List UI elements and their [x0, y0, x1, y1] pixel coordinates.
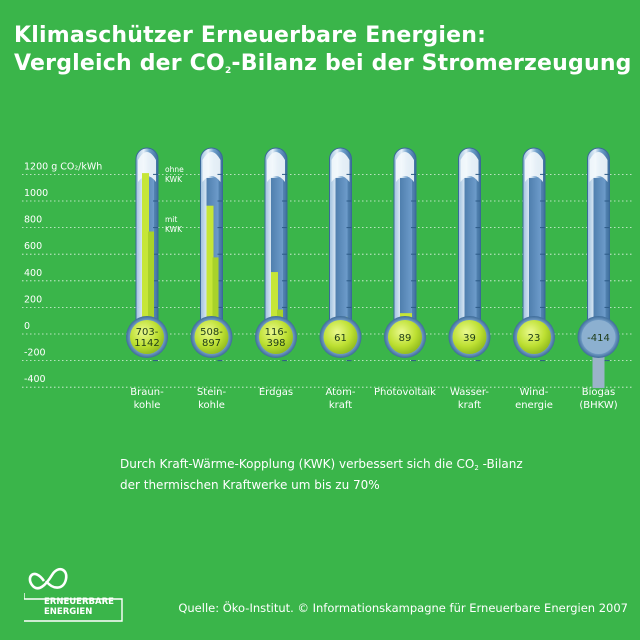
chart-title: Klimaschützer Erneuerbare Energien: Verg… — [14, 22, 632, 85]
tube-glare — [589, 152, 608, 182]
bulb — [130, 320, 164, 354]
ytick-label: 1000 — [24, 188, 48, 199]
bulb-value: -414 — [587, 333, 610, 344]
tube-glare — [202, 152, 221, 182]
source-credit: Quelle: Öko-Institut. © Informationskamp… — [178, 601, 628, 615]
bulb — [517, 320, 551, 354]
legend-label: mit — [165, 215, 177, 224]
bulb — [581, 320, 616, 354]
category-label: Wind- — [520, 387, 549, 398]
footnote-line-2: der thermischen Kraftwerke um bis zu 70% — [120, 478, 380, 492]
category-label: Wasser- — [450, 387, 489, 398]
bulb-value: 398 — [266, 338, 285, 349]
tube-inner — [593, 178, 606, 337]
ytick-label: 0 — [24, 321, 30, 332]
tube-glare — [460, 152, 479, 182]
tube-glare — [525, 152, 543, 182]
bulb — [323, 320, 358, 354]
tube-glare — [331, 152, 350, 182]
ytick-label: -200 — [24, 348, 46, 359]
category-labels: Braun-kohle Stein-kohle Erdgas Atom-kraft Ph… — [130, 387, 617, 411]
title-line-2: Vergleich der CO2-Bilanz bei der Stromer… — [14, 50, 632, 85]
bar-ohne-kwk — [271, 272, 278, 327]
legend-label: KWK — [165, 225, 183, 234]
bulb-value: 23 — [528, 333, 541, 344]
bulb — [452, 320, 487, 354]
category-label: kraft — [458, 400, 481, 411]
title-line-2-pre: Vergleich der CO — [14, 51, 225, 76]
tube-inner — [464, 178, 477, 337]
category-label: Braun- — [130, 387, 164, 398]
legend-label: ohne — [165, 165, 184, 174]
category-label: kohle — [134, 400, 161, 411]
ytick-label: 1200 g CO₂/kWh — [24, 161, 102, 172]
thermometer: 703-1142 — [126, 147, 168, 362]
tube-glare — [396, 152, 414, 182]
category-label: kraft — [329, 400, 352, 411]
infinity-logo-icon — [24, 567, 123, 622]
bar-mit-kwk — [148, 231, 154, 327]
category-label: (BHKW) — [579, 400, 617, 411]
ytick-label: 800 — [24, 215, 42, 226]
category-label: Erdgas — [259, 387, 293, 398]
category-label: kohle — [198, 400, 225, 411]
bulb — [259, 320, 293, 354]
footnote-line-1: Durch Kraft-Wärme-Kopplung (KWK) verbess… — [120, 456, 523, 477]
category-label: energie — [515, 400, 553, 411]
category-label: Stein- — [197, 387, 227, 398]
bulb-value: 703- — [136, 327, 159, 338]
bar-ohne-kwk — [142, 173, 149, 327]
ytick-label: 400 — [24, 268, 42, 279]
logo-line-1: ERNEUERBARE — [44, 597, 114, 607]
logo-text: ERNEUERBARE ENERGIEN — [44, 597, 114, 617]
ytick-label: -400 — [24, 374, 46, 385]
title-line-1: Klimaschützer Erneuerbare Energien: — [14, 23, 487, 48]
thermometers: 703-1142 508-897 116-398 61 89 39 23 -414 — [126, 147, 620, 389]
thermometer: 508-897 — [190, 147, 233, 362]
thermometer: 61 — [319, 147, 362, 362]
bulb — [194, 320, 229, 354]
bar-ohne-kwk — [206, 205, 214, 327]
ytick-label: 600 — [24, 241, 42, 252]
bulb-value: 1142 — [134, 338, 159, 349]
thermometer: 116-398 — [255, 147, 297, 362]
bulb-value: 897 — [202, 338, 221, 349]
thermometer: 23 — [513, 147, 555, 362]
tube-glare — [267, 152, 285, 182]
bulb-value: 116- — [265, 327, 288, 338]
bulb-value: 508- — [200, 327, 223, 338]
footnote-subscript: 2 — [474, 464, 479, 472]
logo-line-2: ENERGIEN — [44, 607, 93, 617]
bulb — [388, 320, 422, 354]
thermometer: 89 — [384, 147, 426, 362]
legend-label: KWK — [165, 175, 183, 184]
bulb-value: 39 — [463, 333, 476, 344]
y-axis-ticks: 1200 g CO₂/kWh 1000 800 600 400 200 0 -200 -400 — [24, 161, 102, 385]
thermometer: -414 — [577, 147, 620, 389]
footnote: Durch Kraft-Wärme-Kopplung (KWK) verbess… — [120, 456, 523, 494]
tube-inner — [529, 178, 541, 337]
category-label: Atom- — [325, 387, 355, 398]
thermometer: 39 — [448, 147, 491, 362]
category-label: Photovoltaik — [374, 387, 436, 398]
title-subscript: 2 — [224, 66, 232, 76]
ytick-label: 200 — [24, 294, 42, 305]
tube-inner — [335, 178, 348, 337]
logo: ERNEUERBARE ENERGIEN — [24, 563, 128, 623]
bulb-value: 89 — [399, 333, 412, 344]
category-label: Biogas — [582, 387, 615, 398]
bulb-value: 61 — [334, 333, 347, 344]
footnote-line-1-pre: Durch Kraft-Wärme-Kopplung (KWK) verbess… — [120, 457, 475, 471]
footnote-line-1-post: -Bilanz — [478, 457, 523, 471]
tube-inner — [400, 178, 412, 337]
bar-mit-kwk — [212, 257, 219, 327]
title-line-2-post: -Bilanz bei der Stromerzeugung — [231, 51, 632, 76]
